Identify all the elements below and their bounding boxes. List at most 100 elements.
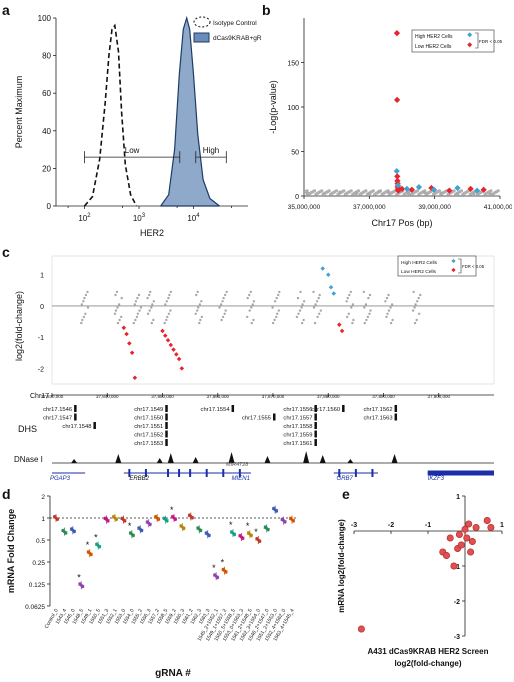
dhs-site-bar (314, 430, 317, 438)
ns-point (414, 303, 417, 306)
gene-exon (167, 469, 170, 477)
replicate-point (64, 531, 68, 535)
ns-point (472, 191, 476, 196)
ns-point (136, 296, 139, 300)
ns-point (367, 296, 370, 300)
legend-box (411, 29, 495, 53)
mrna-fold-change-chart: 210.50.250.1250.0625Control_01543_41545_… (6, 494, 296, 679)
ns-point (488, 192, 492, 197)
significance-star: * (128, 521, 132, 531)
ns-point (148, 309, 151, 312)
x-tick-label: -3 (351, 522, 357, 529)
gene-exon (354, 469, 357, 477)
x-tick-label: 35,000,000 (288, 204, 321, 211)
chrom-tick-label: 37,840,000 (96, 394, 119, 399)
dhs-site-label: chr17.1554 (201, 407, 231, 413)
y-tick-label: 0.125 (29, 582, 46, 589)
ns-point (415, 189, 419, 193)
ns-point (413, 306, 416, 309)
chrom-tick-label: 37,860,000 (206, 394, 229, 399)
y-tick-label: -3 (454, 634, 460, 641)
ns-point (489, 189, 493, 193)
ns-point (334, 189, 339, 193)
y-tick-label: 0 (47, 202, 52, 211)
ns-point (349, 189, 353, 193)
ns-point (347, 312, 350, 315)
y-axis-label: -Log(p-value) (268, 80, 278, 134)
ns-point (83, 296, 86, 300)
gene-label: ERBB2 (129, 476, 149, 480)
gene-exon (222, 469, 225, 477)
replicate-point (241, 537, 245, 540)
replicate-point (199, 529, 203, 533)
x-axis-label: A431 dCas9KRAB HER2 Screen (368, 647, 489, 656)
chrom-tick-label: 37,890,000 (372, 394, 395, 399)
x-axis-label: HER2 (140, 228, 164, 238)
ns-point (385, 315, 388, 319)
chrom-tick-label: 37,830,000 (41, 394, 64, 399)
ns-point (146, 296, 149, 300)
low-her2-point (337, 322, 342, 327)
ns-point (302, 318, 305, 322)
ns-point (297, 312, 300, 315)
panel-label-c: c (2, 244, 10, 260)
dhs-label: DHS (18, 424, 37, 434)
dhs-site-bar (165, 430, 168, 438)
significance-star: * (229, 520, 233, 530)
ns-point (151, 303, 154, 306)
y-tick-label: 0 (40, 304, 44, 311)
low-her2-point (165, 338, 171, 343)
dhs-site-label: chr17.1563 (364, 416, 393, 422)
ns-point (138, 309, 141, 312)
ns-point (134, 300, 138, 303)
ns-point (225, 290, 228, 294)
ns-point (348, 293, 351, 297)
gene-exon (205, 469, 208, 477)
ns-point (299, 290, 302, 294)
dnase-peak (115, 454, 122, 463)
ns-point (418, 312, 421, 315)
dhs-site-bar (93, 422, 96, 429)
ns-point (496, 189, 500, 193)
ns-point (139, 306, 143, 309)
ns-point (196, 290, 199, 294)
y-tick-label: 1 (41, 516, 45, 523)
legend-label-low: Low HER2 Cells (415, 44, 452, 50)
ns-point (252, 318, 255, 322)
ns-point (278, 290, 281, 294)
y-axis-label: Percent Maximum (14, 76, 24, 149)
ns-point (194, 312, 197, 315)
legend-note: FDR < 0.05 (462, 264, 485, 269)
ns-point (275, 315, 278, 319)
replicate-point (190, 516, 194, 520)
ns-point (86, 306, 90, 309)
ns-point (367, 192, 372, 197)
ns-point (114, 293, 117, 297)
gene-exon-block (427, 470, 494, 476)
ns-point (320, 189, 324, 193)
ns-point (384, 300, 387, 303)
dhs-site-bar (314, 439, 317, 446)
data-point (487, 523, 495, 531)
y-tick-label: 2 (41, 494, 45, 501)
ns-point (321, 192, 326, 197)
ns-point (134, 318, 137, 322)
replicate-point (148, 523, 152, 527)
ns-point (169, 309, 172, 312)
dhs-site-label: chr17.1550 (134, 416, 163, 422)
significance-star: * (170, 505, 174, 515)
dhs-site-label: chr17.1547 (43, 416, 72, 422)
low-her2-point (446, 187, 453, 194)
legend-bracket (475, 32, 479, 49)
ns-point (146, 312, 150, 315)
ns-point (149, 290, 152, 294)
dhs-site-bar (165, 439, 168, 446)
ns-point (84, 293, 88, 297)
x-tick-label: 41,000,000 (484, 204, 512, 211)
replicate-point (98, 545, 102, 549)
high-her2-point (328, 284, 334, 290)
legend-label-isotype: Isotype Control (213, 20, 257, 27)
legend-note: FDR < 0.05 (479, 39, 503, 44)
replicate-point (275, 509, 279, 513)
y-tick-label: 80 (42, 52, 51, 61)
